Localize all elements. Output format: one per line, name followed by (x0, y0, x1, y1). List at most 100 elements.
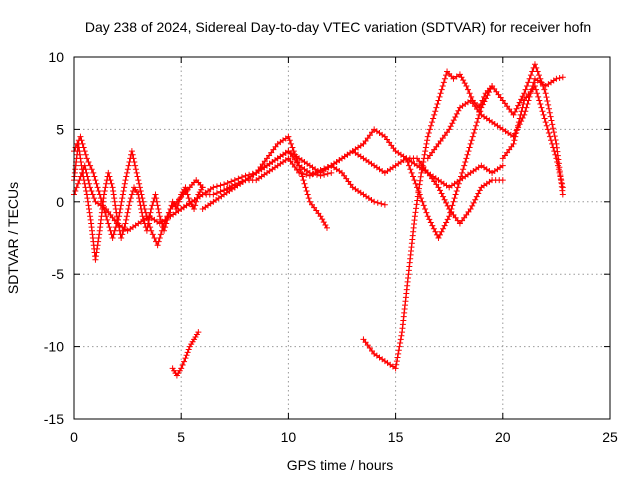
data-point (304, 191, 311, 198)
data-point (398, 332, 405, 339)
data-point (88, 166, 95, 173)
data-point (414, 197, 421, 204)
data-point (527, 72, 534, 79)
data-point (473, 193, 480, 200)
data-point (122, 220, 129, 227)
data-point (124, 169, 131, 176)
data-point (305, 195, 312, 202)
data-point (92, 177, 99, 184)
data-point (545, 130, 552, 137)
data-point (149, 231, 156, 238)
data-point (473, 122, 479, 129)
data-point (231, 181, 238, 188)
data-point (321, 165, 328, 172)
data-point (534, 90, 541, 97)
x-tick-label: 20 (495, 429, 511, 445)
data-point (217, 188, 224, 195)
data-point (553, 155, 560, 162)
data-point (223, 185, 230, 192)
data-point (461, 162, 468, 169)
data-point (89, 191, 96, 198)
data-point (157, 231, 164, 238)
data-point (447, 209, 454, 216)
data-point (512, 108, 519, 115)
series-line (202, 135, 328, 229)
data-point (393, 361, 400, 368)
data-point (394, 354, 401, 361)
data-point (410, 173, 417, 180)
data-point (101, 187, 108, 194)
data-series (71, 61, 566, 379)
data-point (546, 133, 553, 140)
data-point (441, 222, 448, 229)
data-point (213, 190, 220, 197)
data-point (519, 115, 526, 122)
data-point (395, 350, 402, 357)
data-point (510, 111, 517, 118)
data-point (453, 73, 460, 80)
data-point (146, 220, 153, 227)
series-sat-g (328, 126, 506, 227)
data-point (518, 108, 525, 115)
data-point (411, 177, 418, 184)
data-point (128, 191, 135, 198)
data-point (475, 190, 482, 197)
data-point (510, 140, 517, 147)
data-point (456, 177, 463, 184)
data-point (446, 213, 453, 220)
data-point (156, 213, 163, 220)
data-point (138, 191, 145, 198)
data-point (406, 162, 412, 169)
data-point (96, 231, 103, 238)
data-point (129, 187, 136, 194)
data-point (542, 119, 549, 126)
data-point (421, 151, 428, 158)
data-point (433, 104, 440, 111)
data-point (460, 166, 467, 173)
data-point (106, 173, 113, 180)
data-point (185, 346, 192, 353)
data-point (529, 68, 536, 75)
data-point (448, 206, 455, 213)
data-point (444, 216, 451, 223)
data-point (151, 235, 158, 241)
data-point (397, 339, 404, 346)
data-point (324, 164, 331, 171)
data-point (518, 96, 525, 103)
data-point (132, 162, 139, 169)
data-point (314, 168, 321, 175)
data-point (546, 109, 553, 116)
series-line (362, 70, 493, 370)
data-point (289, 144, 296, 151)
data-point (140, 202, 147, 209)
data-point (98, 198, 105, 205)
data-point (552, 151, 559, 158)
data-point (154, 242, 161, 249)
data-point (85, 202, 92, 209)
data-point (413, 201, 420, 208)
data-point (416, 191, 423, 198)
data-point (429, 222, 436, 229)
data-point (302, 184, 309, 191)
data-point (77, 155, 84, 162)
data-point (466, 90, 473, 97)
data-point (471, 126, 478, 133)
data-point (443, 219, 450, 226)
data-point (148, 206, 155, 213)
data-point (109, 184, 116, 191)
data-point (525, 79, 532, 86)
data-point (440, 193, 447, 200)
data-point (124, 166, 131, 173)
data-point (87, 213, 94, 220)
data-point (153, 195, 160, 202)
data-point (440, 79, 447, 86)
data-point (549, 121, 556, 128)
data-point (438, 190, 445, 197)
data-point (303, 171, 310, 178)
data-point (426, 216, 433, 223)
data-point (76, 151, 83, 158)
y-tick-label: 0 (56, 194, 64, 210)
data-point (87, 216, 94, 223)
data-point (517, 111, 524, 118)
data-point (472, 196, 479, 203)
